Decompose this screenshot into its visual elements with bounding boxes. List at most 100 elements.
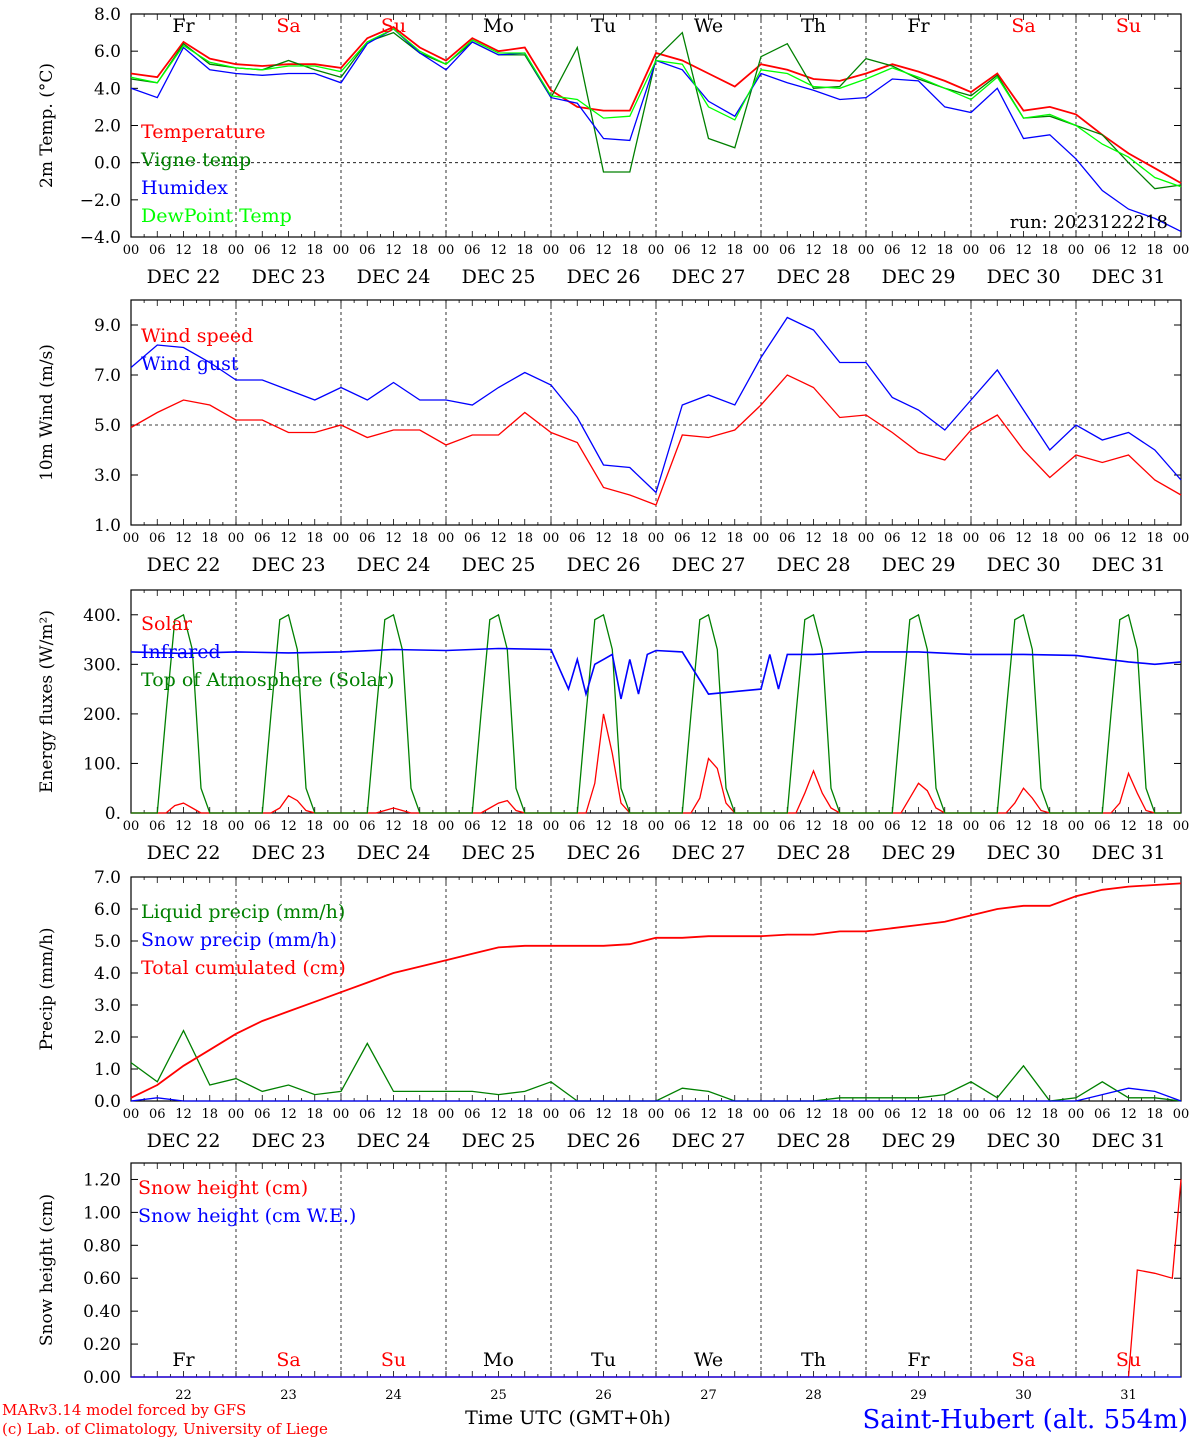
date-label: DEC 26: [567, 842, 641, 864]
date-label: DEC 22: [147, 266, 221, 288]
x-tick-label: 12: [910, 1107, 927, 1122]
date-label: DEC 28: [777, 842, 851, 864]
weekday-label: We: [694, 1349, 723, 1371]
x-tick-label: 18: [516, 1107, 533, 1122]
y-tick-label: 5.0: [94, 416, 121, 436]
legend-entry: Snow height (cm W.E.): [138, 1205, 356, 1227]
date-label: DEC 31: [1092, 554, 1166, 576]
weekday-label: Fr: [907, 15, 930, 37]
x-tick-label: 00: [543, 819, 560, 834]
x-tick-label: 06: [884, 243, 901, 258]
day-number-label: 23: [280, 1388, 297, 1403]
day-number-label: 25: [490, 1388, 507, 1403]
x-tick-label: 06: [464, 819, 481, 834]
x-tick-label: 06: [149, 1107, 166, 1122]
x-tick-label: 18: [1146, 531, 1163, 546]
weekday-label: We: [694, 15, 723, 37]
date-label: DEC 30: [987, 1130, 1061, 1152]
x-tick-label: 00: [228, 243, 245, 258]
x-tick-label: 12: [1015, 531, 1032, 546]
x-tick-label: 18: [411, 243, 428, 258]
date-label: DEC 30: [987, 842, 1061, 864]
day-number-label: 31: [1120, 1388, 1137, 1403]
x-tick-label: 12: [175, 531, 192, 546]
x-tick-label: 06: [149, 243, 166, 258]
x-tick-label: 12: [1120, 1107, 1137, 1122]
x-tick-label: 06: [569, 1107, 586, 1122]
x-tick-label: 12: [490, 243, 507, 258]
x-tick-label: 12: [805, 1107, 822, 1122]
y-tick-label: 0.20: [83, 1335, 121, 1355]
date-label: DEC 23: [252, 266, 326, 288]
x-tick-label: 12: [805, 531, 822, 546]
date-label: DEC 22: [147, 554, 221, 576]
y-tick-label: 0.40: [83, 1302, 121, 1322]
weekday-label: Sa: [1011, 1349, 1035, 1371]
legend-entry: Snow height (cm): [138, 1177, 308, 1199]
y-tick-label: 8.0: [94, 5, 121, 25]
date-label: DEC 23: [252, 842, 326, 864]
x-tick-label: 00: [438, 243, 455, 258]
panel-2: 9.0 7.0 5.0 3.0 1.0 10m Wind (m/s) 00 06 12 18 00 0…: [37, 299, 1189, 576]
y-tick-label: 400.: [83, 606, 121, 626]
x-tick-label: 12: [1015, 243, 1032, 258]
x-tick-label: 12: [700, 531, 717, 546]
x-tick-label: 12: [595, 531, 612, 546]
x-tick-label: 12: [1120, 531, 1137, 546]
lab-credit: (c) Lab. of Climatology, University of L…: [2, 1420, 328, 1438]
x-tick-label: 12: [595, 243, 612, 258]
x-tick-label: 18: [621, 1107, 638, 1122]
y-tick-label: 9.0: [94, 316, 121, 336]
legend-entry: Humidex: [141, 177, 228, 199]
x-tick-label: 00: [648, 531, 665, 546]
x-tick-label: 12: [490, 1107, 507, 1122]
x-tick-label: 18: [936, 243, 953, 258]
y-tick-label: 7.0: [94, 868, 121, 888]
x-tick-label: 18: [411, 531, 428, 546]
panel-4: 7.0 6.0 5.0 4.0 3.0 2.0 1.0 0.0 Precip (mm/h) 00 0…: [37, 868, 1189, 1152]
y-tick-label: 7.0: [94, 366, 121, 386]
x-tick-label: 06: [989, 819, 1006, 834]
x-tick-label: 06: [359, 1107, 376, 1122]
x-tick-label: 00: [753, 1107, 770, 1122]
weekday-label: Fr: [172, 15, 195, 37]
x-tick-label: 18: [306, 819, 323, 834]
x-tick-label: 12: [1120, 243, 1137, 258]
series-line-dewpoint-temp: [130, 28, 1182, 188]
x-axis-label: Time UTC (GMT+0h): [465, 1407, 671, 1429]
date-label: DEC 31: [1092, 266, 1166, 288]
y-tick-label: 4.0: [94, 79, 121, 99]
date-label: DEC 28: [777, 266, 851, 288]
date-label: DEC 25: [462, 266, 536, 288]
date-label: DEC 31: [1092, 1130, 1166, 1152]
y-tick-label: 300.: [83, 655, 121, 675]
x-tick-label: 06: [779, 243, 796, 258]
x-tick-label: 06: [569, 531, 586, 546]
x-tick-label: 18: [621, 531, 638, 546]
y-axis-label: Energy fluxes (W/m²): [37, 610, 57, 793]
y-axis-label: Precip (mm/h): [37, 927, 57, 1050]
weekday-label: Fr: [907, 1349, 930, 1371]
x-tick-label: 12: [280, 243, 297, 258]
x-tick-label: 18: [621, 243, 638, 258]
day-number-label: 29: [910, 1388, 927, 1403]
legend-entry: Infrared: [141, 641, 221, 663]
date-label: DEC 22: [147, 842, 221, 864]
series-line-top-of-atmosphere-solar-: [131, 613, 1181, 814]
x-tick-label: 18: [831, 1107, 848, 1122]
x-tick-label: 12: [910, 243, 927, 258]
x-tick-label: 18: [201, 819, 218, 834]
x-tick-label: 06: [884, 819, 901, 834]
x-tick-label: 12: [385, 1107, 402, 1122]
x-tick-label: 00: [648, 1107, 665, 1122]
x-tick-label: 06: [989, 243, 1006, 258]
x-tick-label: 18: [1146, 819, 1163, 834]
station-title: Saint-Hubert (alt. 554m): [862, 1405, 1188, 1435]
x-tick-label: 12: [175, 243, 192, 258]
x-tick-label: 12: [1015, 1107, 1032, 1122]
x-tick-label: 00: [438, 819, 455, 834]
x-tick-label: 18: [516, 531, 533, 546]
date-label: DEC 26: [567, 1130, 641, 1152]
x-tick-label: 18: [1146, 243, 1163, 258]
x-tick-label: 06: [149, 819, 166, 834]
